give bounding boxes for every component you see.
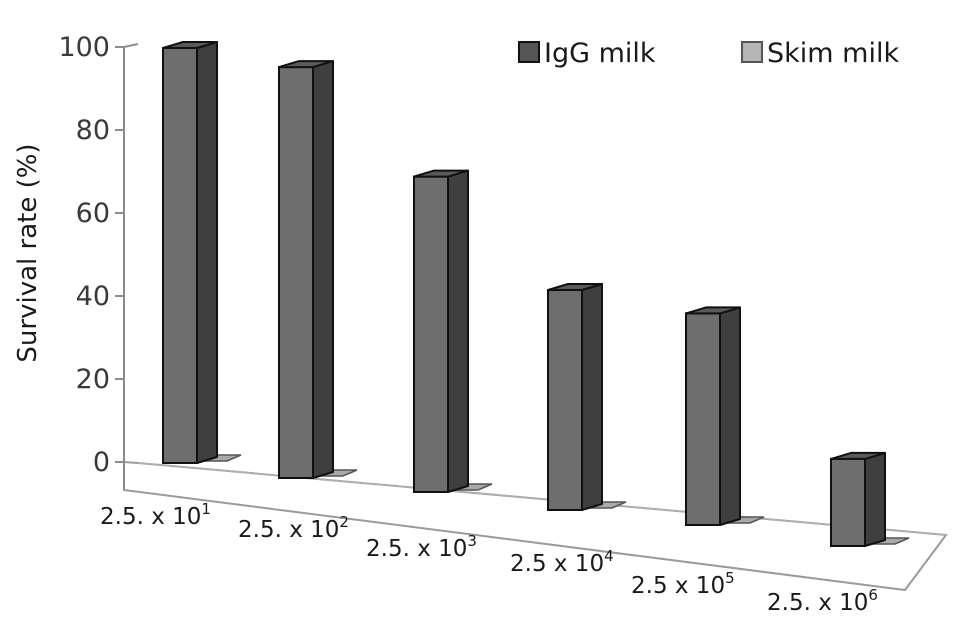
bar-igg-milk <box>547 283 603 511</box>
bar-igg-milk <box>278 60 334 480</box>
x-tick-label: 2.5. x 101 <box>100 500 211 530</box>
bar-igg-milk <box>162 41 218 464</box>
x-tick-label: 2.5. x 102 <box>238 513 349 543</box>
y-tick-label: 100 <box>58 32 110 63</box>
x-axis-labels: 2.5. x 101 2.5. x 102 2.5. x 103 2.5 x 104 2… <box>100 500 878 616</box>
y-tick-label: 0 <box>93 447 110 478</box>
x-tick-label: 2.5 x 104 <box>510 547 614 577</box>
y-tick-label: 60 <box>76 198 110 229</box>
y-tick-label: 40 <box>76 281 110 312</box>
legend-swatch-igg <box>518 41 540 63</box>
legend-label-igg: IgG milk <box>544 38 656 69</box>
y-axis-depth-line <box>123 43 139 48</box>
y-axis: 0 20 40 60 80 100 <box>58 32 139 490</box>
floor-back-edge <box>137 462 947 536</box>
bar-igg-milk <box>685 306 741 526</box>
y-tick-label: 20 <box>76 364 110 395</box>
x-tick-label: 2.5 x 105 <box>631 569 735 599</box>
x-tick-label: 2.5. x 106 <box>767 586 878 616</box>
legend: IgG milk Skim milk <box>518 38 899 69</box>
legend-swatch-skim <box>741 41 763 63</box>
x-tick-label: 2.5. x 103 <box>366 532 477 562</box>
bar-igg-milk <box>830 451 886 548</box>
y-tick-label: 80 <box>76 115 110 146</box>
y-axis-title: Survival rate (%) <box>13 143 43 362</box>
bar-igg-milk <box>413 169 469 493</box>
legend-label-skim: Skim milk <box>767 38 899 69</box>
bars <box>162 41 910 548</box>
